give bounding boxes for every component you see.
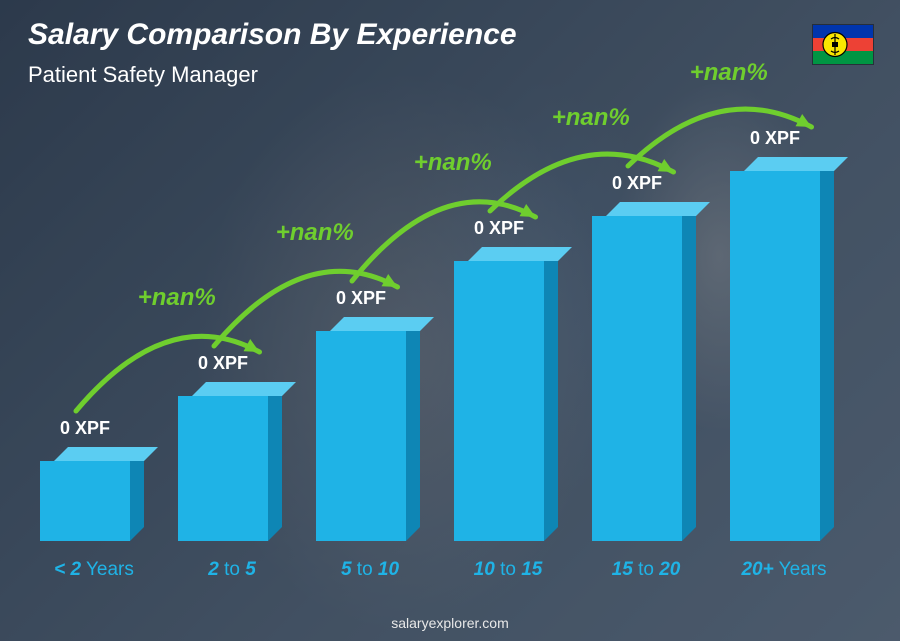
bar-value-label: 0 XPF	[750, 128, 800, 149]
bar-category-label: 15 to 20	[582, 559, 710, 581]
growth-percent-label: +nan%	[552, 104, 630, 132]
bar-top	[606, 202, 710, 216]
bar-value-label: 0 XPF	[198, 353, 248, 374]
country-flag	[812, 24, 874, 65]
bar-category-label: 5 to 10	[306, 559, 434, 581]
bar-chart: < 2 Years 0 XPF 2 to 5 0 XPF 5 to 10 0 XPF 10 …	[30, 61, 858, 581]
bar-front	[178, 396, 268, 541]
bar-side	[268, 382, 282, 541]
bar-top	[330, 317, 434, 331]
bar-top	[468, 247, 572, 261]
bar-category-label: 2 to 5	[168, 559, 296, 581]
bar-top	[54, 447, 158, 461]
bar-side	[544, 247, 558, 541]
bar	[40, 461, 144, 541]
bar-value-label: 0 XPF	[474, 218, 524, 239]
growth-percent-label: +nan%	[414, 149, 492, 177]
bar-front	[592, 216, 682, 541]
growth-percent-label: +nan%	[138, 284, 216, 312]
bar-category-label: 20+ Years	[720, 559, 848, 581]
bar-value-label: 0 XPF	[60, 418, 110, 439]
bar-top	[192, 382, 296, 396]
bar-top	[744, 157, 848, 171]
bar-category-label: < 2 Years	[30, 559, 158, 581]
bar	[454, 261, 558, 541]
bar-side	[406, 317, 420, 541]
bar-front	[454, 261, 544, 541]
chart-title: Salary Comparison By Experience	[28, 18, 517, 52]
bar-category-label: 10 to 15	[444, 559, 572, 581]
bar-value-label: 0 XPF	[612, 173, 662, 194]
bar-front	[730, 171, 820, 541]
bar	[178, 396, 282, 541]
chart-container: Salary Comparison By Experience Patient …	[0, 0, 900, 641]
bar-front	[316, 331, 406, 541]
footer-attribution: salaryexplorer.com	[0, 615, 900, 631]
bar-side	[130, 447, 144, 541]
bar-front	[40, 461, 130, 541]
growth-percent-label: +nan%	[276, 219, 354, 247]
bar	[316, 331, 420, 541]
bar-side	[820, 157, 834, 541]
bar	[592, 216, 696, 541]
growth-percent-label: +nan%	[690, 59, 768, 87]
bar-value-label: 0 XPF	[336, 288, 386, 309]
bar	[730, 171, 834, 541]
bar-side	[682, 202, 696, 541]
